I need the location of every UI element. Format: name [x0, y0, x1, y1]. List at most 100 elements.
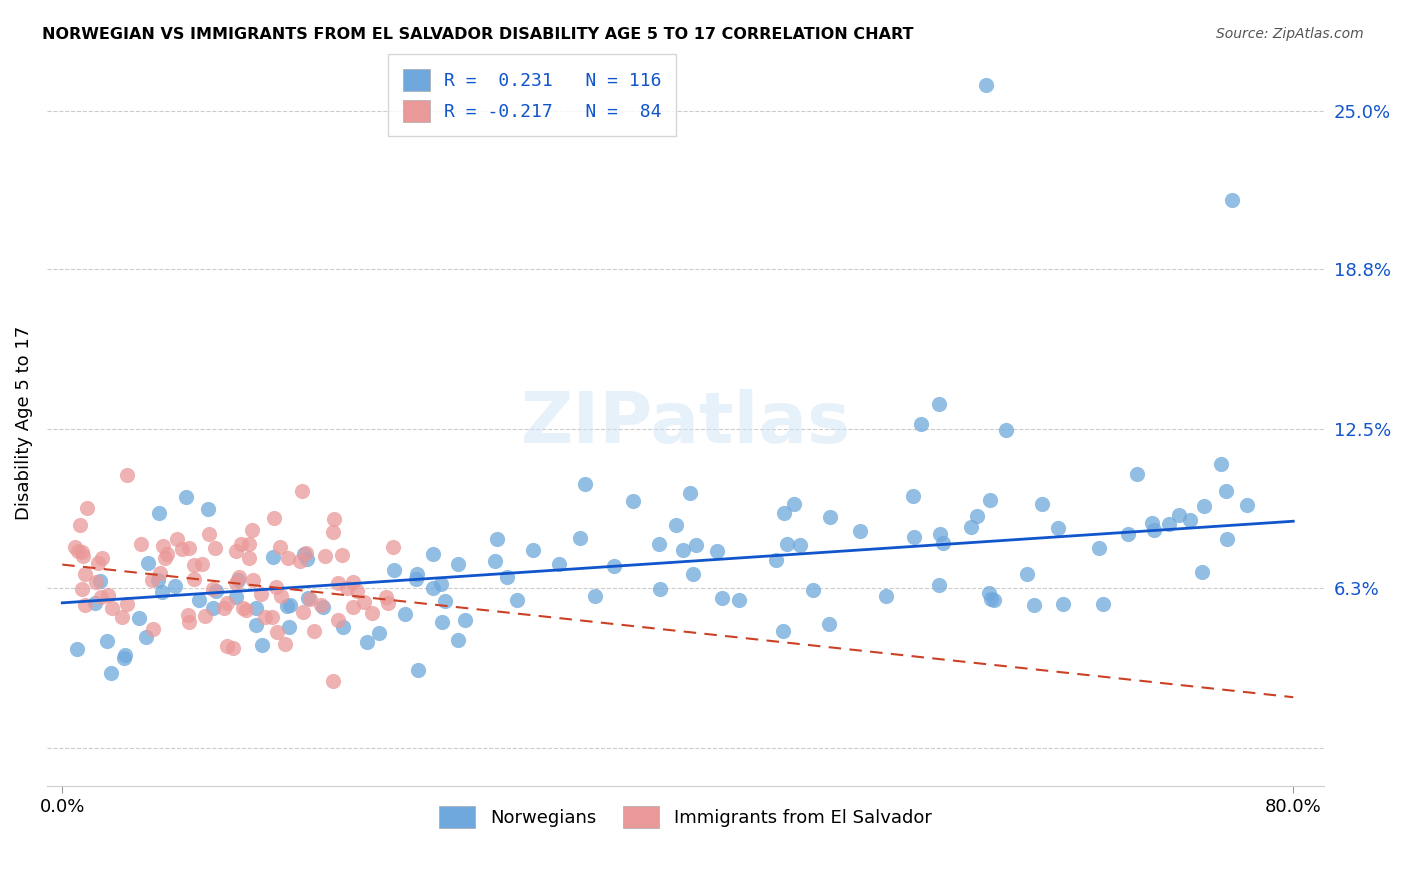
Point: [83, 596, 105, 610]
Point: [849, 524, 872, 538]
Point: [150, 584, 173, 599]
Point: [335, 582, 357, 596]
Point: [238, 551, 260, 566]
Point: [312, 600, 335, 615]
Y-axis label: Disability Age 5 to 17: Disability Age 5 to 17: [15, 326, 32, 520]
Point: [100, 666, 122, 681]
Point: [322, 674, 344, 689]
Point: [292, 547, 315, 561]
Point: [1159, 516, 1181, 531]
Point: [201, 600, 224, 615]
Point: [262, 549, 284, 564]
Point: [215, 596, 238, 610]
Point: [706, 544, 728, 558]
Point: [302, 624, 325, 638]
Point: [405, 572, 427, 586]
Point: [342, 599, 364, 614]
Point: [783, 497, 806, 511]
Point: [262, 609, 284, 624]
Point: [548, 558, 571, 572]
Point: [114, 648, 136, 662]
Point: [204, 541, 226, 556]
Point: [96, 634, 118, 648]
Point: [179, 541, 201, 556]
Point: [447, 632, 470, 647]
Point: [583, 589, 606, 603]
Point: [101, 600, 124, 615]
Point: [142, 623, 165, 637]
Point: [202, 582, 225, 597]
Point: [820, 509, 842, 524]
Point: [422, 547, 444, 561]
Point: [406, 566, 429, 581]
Point: [995, 423, 1018, 437]
Point: [177, 607, 200, 622]
Point: [170, 542, 193, 557]
Point: [141, 574, 163, 588]
Point: [323, 512, 346, 526]
Point: [290, 554, 312, 568]
Point: [574, 477, 596, 491]
Point: [152, 539, 174, 553]
Point: [1052, 597, 1074, 611]
Point: [1022, 599, 1045, 613]
Point: [232, 601, 254, 615]
Legend: Norwegians, Immigrants from El Salvador: Norwegians, Immigrants from El Salvador: [432, 799, 939, 836]
Point: [682, 566, 704, 581]
Point: [346, 583, 368, 598]
Point: [87, 556, 110, 570]
Point: [250, 587, 273, 601]
Point: [1167, 508, 1189, 522]
Point: [270, 589, 292, 603]
Point: [153, 551, 176, 566]
Point: [672, 543, 695, 558]
Point: [277, 620, 299, 634]
Point: [1015, 567, 1038, 582]
Point: [1215, 532, 1237, 546]
Point: [148, 566, 170, 581]
Point: [772, 624, 794, 639]
Point: [197, 501, 219, 516]
Point: [314, 549, 336, 564]
Point: [801, 583, 824, 598]
Point: [1116, 527, 1139, 541]
Point: [191, 558, 214, 572]
Point: [356, 635, 378, 649]
Point: [980, 591, 1002, 606]
Point: [212, 600, 235, 615]
Point: [274, 636, 297, 650]
Point: [69, 518, 91, 533]
Point: [90, 590, 112, 604]
Point: [1031, 497, 1053, 511]
Point: [648, 537, 671, 551]
Point: [91, 550, 114, 565]
Point: [245, 617, 267, 632]
Point: [1047, 521, 1070, 535]
Point: [131, 537, 153, 551]
Point: [966, 508, 988, 523]
Point: [245, 600, 267, 615]
Point: [1143, 523, 1166, 537]
Point: [773, 506, 796, 520]
Point: [901, 489, 924, 503]
Point: [238, 537, 260, 551]
Point: [447, 557, 470, 571]
Point: [342, 575, 364, 590]
Point: [73, 567, 96, 582]
Point: [875, 589, 897, 603]
Point: [394, 607, 416, 621]
Point: [486, 532, 509, 546]
Point: [117, 468, 139, 483]
Point: [326, 613, 349, 627]
Point: [353, 594, 375, 608]
Point: [1126, 467, 1149, 482]
Point: [84, 575, 107, 590]
Point: [522, 543, 544, 558]
Point: [1142, 516, 1164, 531]
Point: [1191, 565, 1213, 579]
Point: [187, 592, 209, 607]
Point: [204, 583, 226, 598]
Point: [235, 603, 257, 617]
Point: [72, 545, 94, 559]
Text: Source: ZipAtlas.com: Source: ZipAtlas.com: [1216, 27, 1364, 41]
